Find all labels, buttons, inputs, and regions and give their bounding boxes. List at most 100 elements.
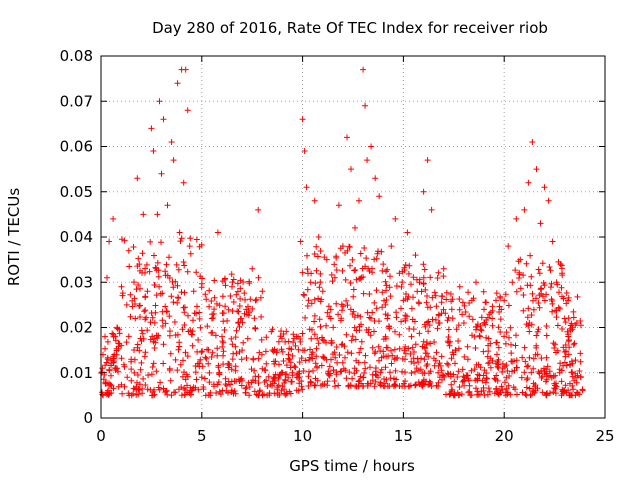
data-point <box>313 353 320 360</box>
data-point <box>552 382 559 389</box>
data-point <box>480 387 487 394</box>
data-point <box>171 389 177 396</box>
data-point <box>237 277 244 284</box>
data-point <box>362 365 369 372</box>
data-point <box>536 304 543 311</box>
data-point <box>423 341 430 348</box>
data-point <box>149 333 156 340</box>
data-point <box>520 307 527 314</box>
data-point <box>125 333 132 340</box>
data-point <box>444 360 451 367</box>
data-point <box>142 293 149 300</box>
data-point <box>219 333 225 340</box>
data-point <box>331 378 338 384</box>
data-point <box>262 367 269 374</box>
data-point <box>422 286 429 293</box>
data-point <box>214 345 221 352</box>
data-point <box>556 289 562 296</box>
data-point <box>162 320 169 327</box>
data-point <box>118 342 125 349</box>
data-point <box>473 361 480 368</box>
data-point <box>323 322 330 329</box>
data-point <box>386 323 393 330</box>
data-point <box>202 291 209 298</box>
data-point <box>104 274 110 281</box>
data-point <box>232 334 239 341</box>
data-point <box>415 367 422 374</box>
data-point <box>315 234 322 240</box>
data-point <box>124 374 131 381</box>
data-point <box>213 390 220 396</box>
data-point <box>109 330 116 337</box>
data-point <box>289 369 296 376</box>
grid-lines <box>101 56 605 418</box>
data-point <box>245 379 252 386</box>
data-point <box>552 372 559 379</box>
data-point <box>132 301 138 307</box>
data-point <box>371 328 377 335</box>
data-point <box>151 386 158 393</box>
data-point <box>524 363 530 370</box>
data-point <box>276 361 282 368</box>
data-point <box>151 252 157 259</box>
data-point <box>548 280 555 287</box>
data-point <box>361 370 368 376</box>
data-point <box>317 270 324 277</box>
data-point <box>121 237 128 244</box>
data-point <box>452 360 458 367</box>
data-point <box>125 247 132 254</box>
data-point <box>467 392 474 399</box>
data-point <box>317 323 324 330</box>
data-point <box>319 381 326 388</box>
data-point <box>265 373 272 380</box>
data-point <box>420 188 427 195</box>
data-point <box>278 328 284 335</box>
data-point <box>438 299 445 306</box>
data-point <box>290 331 297 338</box>
data-point <box>564 328 571 335</box>
data-point <box>253 296 260 303</box>
data-point <box>107 381 114 388</box>
data-point <box>552 307 559 314</box>
data-point <box>402 369 408 376</box>
data-point <box>483 375 490 381</box>
data-point <box>547 284 554 291</box>
data-point <box>563 348 569 355</box>
data-point <box>502 291 509 298</box>
data-point <box>144 386 151 393</box>
data-point <box>202 392 209 399</box>
data-point <box>361 359 368 366</box>
data-point <box>526 354 533 361</box>
data-point <box>485 342 492 349</box>
data-point <box>299 116 306 123</box>
data-point <box>562 342 569 348</box>
data-point <box>183 371 190 378</box>
data-point <box>570 308 577 315</box>
data-point <box>206 303 213 310</box>
data-point <box>369 371 376 378</box>
data-point <box>367 332 374 339</box>
data-point <box>363 255 370 262</box>
data-point <box>108 382 115 389</box>
data-point <box>296 359 303 366</box>
y-tick-label: 0.01 <box>60 364 93 382</box>
data-point <box>567 362 574 369</box>
data-point <box>541 282 548 289</box>
data-point <box>255 355 262 362</box>
data-point <box>513 357 520 364</box>
data-point <box>559 326 566 332</box>
data-point <box>333 300 340 307</box>
data-point <box>162 268 169 275</box>
data-point <box>427 274 434 281</box>
data-point <box>241 290 248 297</box>
data-point <box>535 266 542 273</box>
data-point <box>247 296 254 303</box>
data-point <box>115 383 122 390</box>
data-point <box>449 315 456 322</box>
data-point <box>228 389 235 396</box>
data-point <box>438 367 445 374</box>
data-point <box>308 351 315 358</box>
data-point <box>502 379 508 386</box>
data-point <box>558 284 565 291</box>
data-point <box>523 376 530 383</box>
